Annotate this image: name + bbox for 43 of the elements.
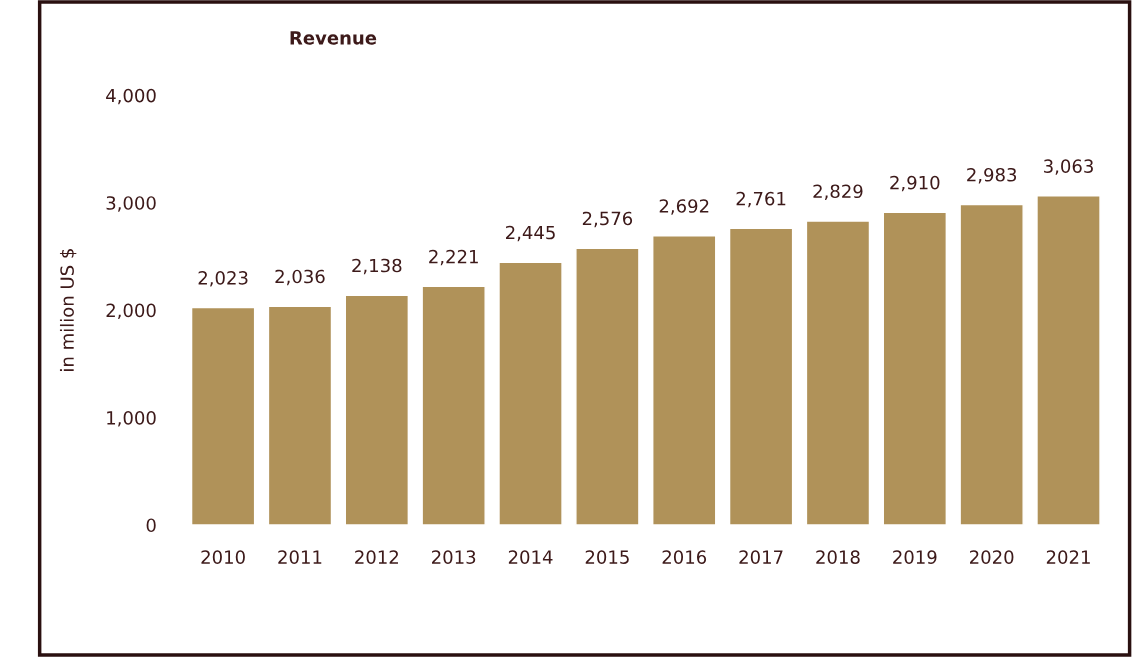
y-tick-label: 4,000 — [106, 88, 156, 105]
x-tick-label: 2013 — [432, 550, 476, 564]
data-label: 2,221 — [429, 249, 478, 266]
chart-title: Revenue — [290, 31, 377, 45]
bar — [498, 261, 563, 525]
data-label: 2,445 — [506, 225, 555, 242]
bar — [267, 305, 333, 525]
bar — [652, 235, 717, 525]
y-tick-label: 3,000 — [106, 196, 156, 212]
x-tick-label: 2012 — [355, 550, 398, 564]
x-tick-label: 2010 — [201, 550, 245, 564]
x-tick-label: 2014 — [508, 550, 553, 564]
x-tick-label: 2020 — [970, 550, 1014, 564]
x-tick-label: 2021 — [1046, 550, 1090, 564]
x-tick-label: 2011 — [278, 550, 322, 564]
bar — [882, 211, 948, 525]
bar — [575, 247, 640, 525]
y-tick-label: 0 — [146, 518, 156, 533]
x-tick-label: 2017 — [739, 550, 783, 564]
data-label: 2,829 — [813, 184, 863, 200]
x-tick-label: 2018 — [816, 550, 860, 564]
data-label: 2,910 — [890, 175, 940, 192]
bar — [728, 227, 794, 525]
x-tick-label: 2016 — [662, 550, 707, 564]
bar — [805, 220, 871, 525]
data-label: 2,692 — [659, 199, 709, 215]
data-label: 2,138 — [352, 258, 402, 275]
data-label: 2,761 — [736, 191, 786, 208]
data-label: 2,036 — [275, 269, 325, 286]
data-label: 2,576 — [582, 211, 633, 228]
bar — [421, 285, 486, 525]
y-axis-title: in milion US $ — [59, 249, 77, 371]
y-tick-label: 1,000 — [107, 410, 156, 427]
data-label: 2,983 — [967, 167, 1017, 184]
x-tick-label: 2015 — [585, 550, 629, 564]
bar — [190, 306, 256, 525]
bar — [344, 294, 410, 525]
x-tick-label: 2019 — [893, 550, 937, 564]
y-tick-label: 2,000 — [106, 303, 156, 320]
bar — [1036, 195, 1101, 525]
data-label: 2,023 — [198, 271, 248, 287]
bar — [959, 203, 1024, 525]
data-label: 3,063 — [1044, 159, 1093, 175]
